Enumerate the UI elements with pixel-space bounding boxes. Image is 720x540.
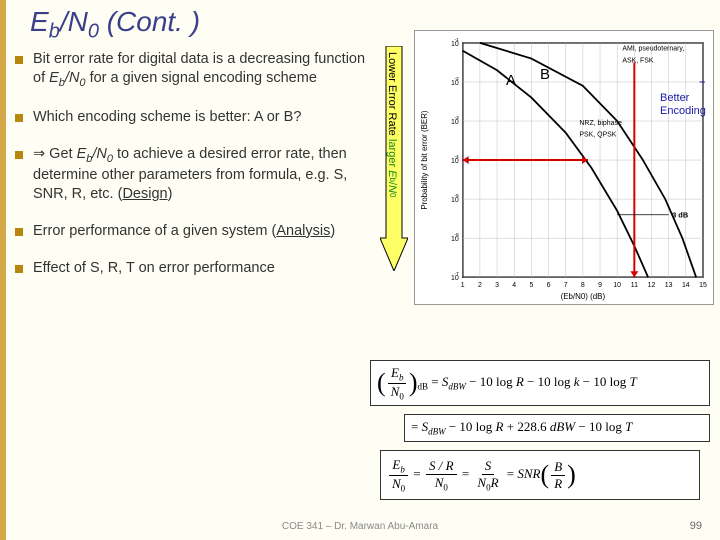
svg-text:(Eb/N0) (dB): (Eb/N0) (dB) [561, 292, 606, 301]
svg-text:Probability of bit error (BER): Probability of bit error (BER) [420, 110, 429, 210]
bullet-square-icon [15, 265, 23, 273]
svg-text:-4: -4 [454, 154, 459, 160]
bullet-text: Error performance of a given system (Ana… [33, 222, 335, 241]
svg-text:-5: -5 [454, 193, 459, 199]
bullet-item: Effect of S, R, T on error performance [15, 259, 375, 278]
svg-text:AMI, pseudoternary,: AMI, pseudoternary, [622, 46, 684, 53]
svg-text:2: 2 [478, 282, 482, 289]
arrow-label: Lower Error Rate larger Eb/N0 [386, 52, 398, 197]
curve-a-label: A [506, 72, 516, 89]
svg-text:3 dB: 3 dB [672, 211, 689, 220]
svg-text:-2: -2 [454, 76, 459, 82]
svg-text:4: 4 [512, 282, 516, 289]
svg-text:-3: -3 [454, 115, 459, 121]
slide-accent-bar [0, 0, 6, 540]
svg-text:11: 11 [631, 282, 638, 289]
equation-3-text: EbN0 = S / RN0 = SN0R = SNR(BR) [387, 457, 576, 493]
equation-1: (EbN0)dB = SdBW − 10 log R − 10 log k − … [370, 360, 710, 406]
bullet-square-icon [15, 114, 23, 122]
bullet-square-icon [15, 56, 23, 64]
bullet-text: ⇒ Get Eb/N0 to achieve a desired error r… [33, 145, 375, 204]
svg-text:1: 1 [461, 282, 465, 289]
svg-text:12: 12 [648, 282, 656, 289]
slide-title: Eb/N0 (Cont. ) [30, 6, 200, 44]
bullet-text: Which encoding scheme is better: A or B? [33, 108, 301, 127]
bullet-list: Bit error rate for digital data is a dec… [15, 50, 375, 295]
ber-chart: 10-110-210-310-410-510-610-7123456789101… [414, 30, 714, 305]
svg-text:3: 3 [495, 282, 499, 289]
bullet-item: ⇒ Get Eb/N0 to achieve a desired error r… [15, 145, 375, 204]
svg-text:6: 6 [547, 282, 551, 289]
svg-text:10: 10 [613, 282, 621, 289]
equation-2-text: = SdBW − 10 log R + 228.6 dBW − 10 log T [411, 419, 632, 437]
svg-text:-1: -1 [454, 37, 459, 43]
svg-text:14: 14 [682, 282, 690, 289]
svg-text:13: 13 [665, 282, 673, 289]
equation-2: = SdBW − 10 log R + 228.6 dBW − 10 log T [404, 414, 710, 442]
svg-text:9: 9 [598, 282, 602, 289]
svg-text:15: 15 [699, 282, 707, 289]
svg-text:-7: -7 [454, 271, 459, 277]
svg-text:5: 5 [529, 282, 533, 289]
page-number: 99 [690, 520, 702, 532]
bullet-square-icon [15, 151, 23, 159]
bullet-square-icon [15, 228, 23, 236]
svg-text:ASK, FSK: ASK, FSK [622, 57, 654, 64]
bullet-text: Bit error rate for digital data is a dec… [33, 50, 375, 90]
bullet-text: Effect of S, R, T on error performance [33, 259, 275, 278]
svg-text:7: 7 [564, 282, 568, 289]
svg-text:NRZ, biphase: NRZ, biphase [579, 120, 622, 127]
bullet-item: Which encoding scheme is better: A or B? [15, 108, 375, 127]
equation-3: EbN0 = S / RN0 = SN0R = SNR(BR) [380, 450, 700, 500]
svg-text:PSK, QPSK: PSK, QPSK [579, 132, 616, 139]
bullet-item: Bit error rate for digital data is a dec… [15, 50, 375, 90]
equation-1-text: (EbN0)dB = SdBW − 10 log R − 10 log k − … [377, 365, 637, 401]
slide-footer: COE 341 – Dr. Marwan Abu-Amara [0, 521, 720, 532]
bullet-item: Error performance of a given system (Ana… [15, 222, 375, 241]
svg-text:8: 8 [581, 282, 585, 289]
curve-b-label: B [540, 66, 550, 83]
better-encoding-label: BetterEncoding [660, 92, 706, 118]
svg-text:-6: -6 [454, 232, 459, 238]
